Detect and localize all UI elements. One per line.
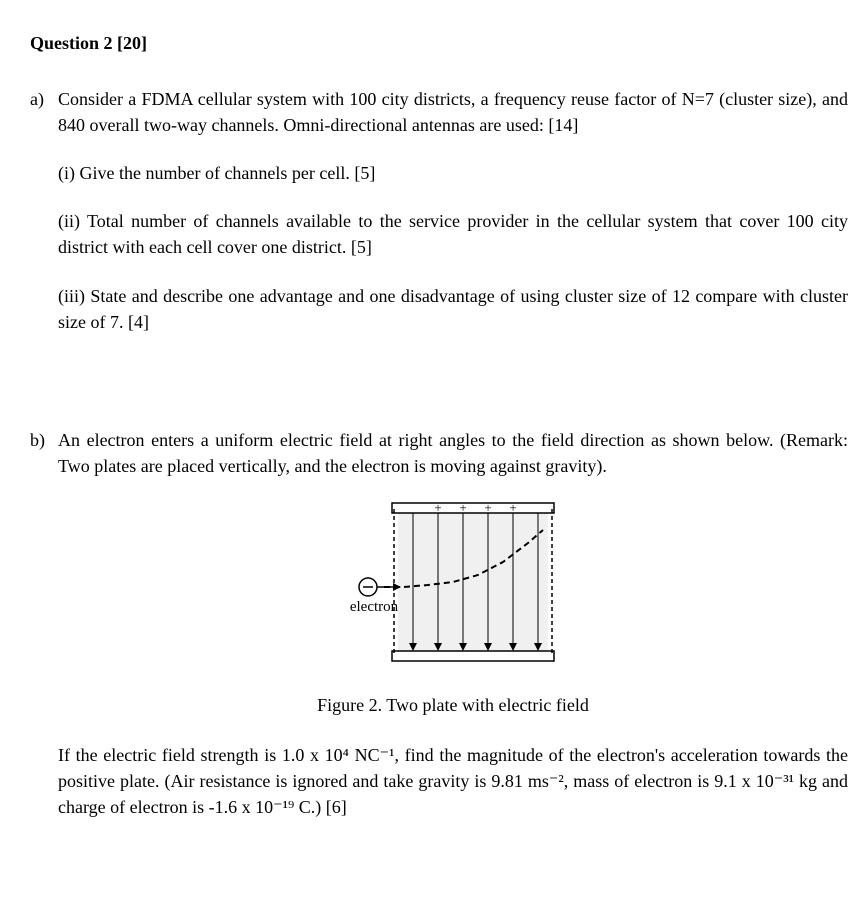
svg-text:electron: electron <box>350 599 399 615</box>
part-b: b) An electron enters a uniform electric… <box>30 427 848 821</box>
part-a-label: a) <box>30 86 58 357</box>
svg-text:+: + <box>434 500 441 515</box>
part-a-iii: (iii) State and describe one advantage a… <box>58 283 848 335</box>
part-b-label: b) <box>30 427 58 821</box>
part-a: a) Consider a FDMA cellular system with … <box>30 86 848 357</box>
svg-text:+: + <box>509 500 516 515</box>
figure-caption: Figure 2. Two plate with electric field <box>58 692 848 718</box>
part-b-final: If the electric field strength is 1.0 x … <box>58 742 848 820</box>
part-b-intro: An electron enters a uniform electric fi… <box>58 427 848 479</box>
figure-svg: + + + + electron <box>338 497 568 667</box>
part-a-body: Consider a FDMA cellular system with 100… <box>58 86 848 357</box>
figure-wrap: + + + + electron <box>58 497 848 674</box>
part-b-body: An electron enters a uniform electric fi… <box>58 427 848 821</box>
part-a-ii: (ii) Total number of channels available … <box>58 208 848 260</box>
svg-text:+: + <box>484 500 491 515</box>
part-a-intro: Consider a FDMA cellular system with 100… <box>58 86 848 138</box>
part-a-i: (i) Give the number of channels per cell… <box>58 160 848 186</box>
svg-text:+: + <box>459 500 466 515</box>
question-title: Question 2 [20] <box>30 30 848 56</box>
